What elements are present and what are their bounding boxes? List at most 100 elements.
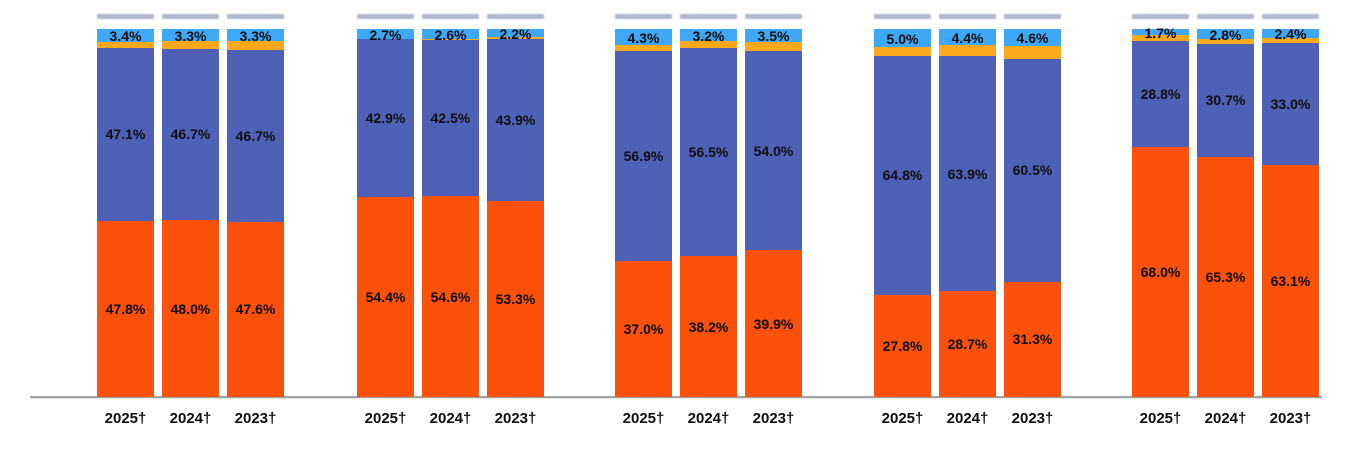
cropped-top-remnant [1004, 14, 1061, 19]
stacked-bar-2023†: 2.4% 33.0% 63.1% [1262, 26, 1319, 397]
segment-orange [939, 291, 996, 397]
segment-blue [874, 56, 931, 295]
stacked-bar-2025†: 2.7% 42.9% 54.4% [357, 27, 414, 397]
x-tick-label: 2024† [1204, 410, 1247, 427]
segment-blue [422, 39, 479, 197]
segment-gold [1262, 37, 1319, 44]
segment-light-blue [874, 29, 931, 48]
segment-blue [680, 48, 737, 257]
cropped-top-remnant [97, 14, 154, 19]
x-tick-label: 2023† [1011, 410, 1054, 427]
x-tick-label: 2024† [687, 410, 730, 427]
x-tick-label: 2025† [1139, 410, 1182, 427]
segment-orange [162, 220, 219, 397]
segment-gold [1004, 45, 1061, 60]
segment-gold [422, 38, 479, 40]
segment-light-blue [1262, 29, 1319, 38]
cropped-top-remnant [615, 14, 672, 19]
cropped-top-remnant [1132, 14, 1189, 19]
segment-light-blue [680, 29, 737, 41]
segment-light-blue [615, 29, 672, 45]
segment-gold [162, 41, 219, 49]
segment-blue [939, 56, 996, 292]
cropped-top-remnant [745, 14, 802, 19]
cropped-top-remnant [357, 14, 414, 19]
stacked-bar-2024†: 2.8% 30.7% 65.3% [1197, 27, 1254, 397]
stacked-bar-2025†: 1.7% 28.8% 68.0% [1132, 25, 1189, 397]
cropped-top-remnant [1197, 14, 1254, 19]
stacked-bar-2025†: 3.4% 47.1% 47.8% [97, 28, 154, 397]
x-axis-baseline [30, 396, 1322, 398]
bar-group-1: 3.4% 47.1% 47.8% 2025† 3.3% 46.7% 48.0% 2024† 3.… [97, 0, 284, 460]
segment-gold [615, 44, 672, 52]
segment-light-blue [745, 29, 802, 42]
x-tick-label: 2023† [494, 410, 537, 427]
segment-blue [1262, 43, 1319, 165]
segment-light-blue [939, 29, 996, 46]
segment-orange [357, 196, 414, 397]
cropped-top-remnant [487, 14, 544, 19]
segment-orange [97, 221, 154, 397]
segment-orange [745, 250, 802, 397]
segment-blue [1197, 43, 1254, 157]
segment-blue [487, 39, 544, 201]
x-tick-label: 2025† [364, 410, 407, 427]
x-tick-label: 2024† [429, 410, 472, 427]
segment-gold [680, 40, 737, 49]
stacked-bar-2025†: 4.3% 56.9% 37.0% [615, 29, 672, 397]
segment-light-blue [227, 29, 284, 42]
segment-gold [1132, 35, 1189, 41]
cropped-top-remnant [874, 14, 931, 19]
stacked-bar-2023†: 2.2% 43.9% 53.3% [487, 26, 544, 397]
segment-orange [615, 260, 672, 397]
segment-light-blue [357, 29, 414, 39]
segment-light-blue [97, 29, 154, 42]
segment-gold [1197, 39, 1254, 44]
bar-group-2: 2.7% 42.9% 54.4% 2025† 2.6% 42.5% 54.6% 2024† 2.… [357, 0, 544, 460]
x-tick-label: 2025† [622, 410, 665, 427]
x-tick-label: 2025† [881, 410, 924, 427]
bar-group-5: 1.7% 28.8% 68.0% 2025† 2.8% 30.7% 65.3% 2024† 2.… [1132, 0, 1319, 460]
bar-group-4: 5.0% 64.8% 27.8% 2025† 4.4% 63.9% 28.7% 2024† 4.… [874, 0, 1061, 460]
segment-blue [357, 38, 414, 197]
segment-light-blue [487, 29, 544, 38]
stacked-bar-2023†: 3.3% 46.7% 47.6% [227, 28, 284, 397]
x-tick-label: 2025† [104, 410, 147, 427]
segment-blue [227, 49, 284, 222]
x-tick-label: 2024† [169, 410, 212, 427]
stacked-bar-2023†: 4.6% 60.5% 31.3% [1004, 29, 1061, 397]
segment-gold [487, 37, 544, 40]
segment-blue [1132, 40, 1189, 147]
x-tick-label: 2023† [234, 410, 277, 427]
segment-gold [874, 47, 931, 57]
segment-light-blue [1132, 29, 1189, 36]
x-tick-label: 2023† [752, 410, 795, 427]
segment-gold [745, 41, 802, 52]
segment-orange [1132, 146, 1189, 397]
segment-orange [422, 196, 479, 397]
x-tick-label: 2024† [946, 410, 989, 427]
stacked-bar-2023†: 3.5% 54.0% 39.9% [745, 28, 802, 397]
cropped-top-remnant [680, 14, 737, 19]
segment-light-blue [162, 29, 219, 42]
cropped-top-remnant [227, 14, 284, 19]
stacked-bar-2024†: 2.6% 42.5% 54.6% [422, 27, 479, 397]
segment-orange [680, 256, 737, 397]
segment-light-blue [422, 29, 479, 39]
segment-orange [1004, 281, 1061, 397]
stacked-bar-2024†: 3.2% 56.5% 38.2% [680, 28, 737, 397]
segment-blue [1004, 59, 1061, 282]
stacked-bar-2025†: 5.0% 64.8% 27.8% [874, 29, 931, 397]
cropped-top-remnant [1262, 14, 1319, 19]
cropped-top-remnant [162, 14, 219, 19]
cropped-top-remnant [939, 14, 996, 19]
stacked-bar-2024†: 4.4% 63.9% 28.7% [939, 29, 996, 397]
x-tick-label: 2023† [1269, 410, 1312, 427]
segment-blue [615, 51, 672, 261]
cropped-top-remnant [422, 14, 479, 19]
bar-group-3: 4.3% 56.9% 37.0% 2025† 3.2% 56.5% 38.2% 2024† 3.… [615, 0, 802, 460]
segment-orange [1197, 156, 1254, 397]
segment-orange [487, 200, 544, 397]
segment-orange [874, 294, 931, 397]
